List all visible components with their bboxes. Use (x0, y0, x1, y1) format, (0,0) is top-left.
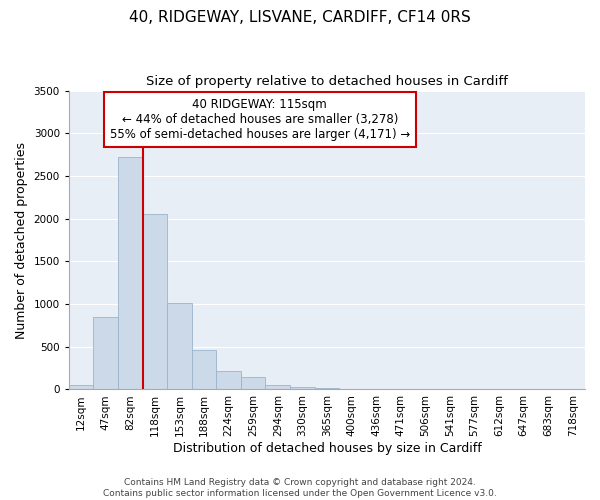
Bar (339, 388, 364, 390)
Bar (69, 385, 94, 390)
Bar (118, 157, 143, 390)
Text: Contains HM Land Registry data © Crown copyright and database right 2024.
Contai: Contains HM Land Registry data © Crown c… (103, 478, 497, 498)
Bar (265, 385, 290, 390)
Title: Size of property relative to detached houses in Cardiff: Size of property relative to detached ho… (146, 75, 508, 88)
X-axis label: Distribution of detached houses by size in Cardiff: Distribution of detached houses by size … (173, 442, 481, 455)
Bar (143, 214, 167, 390)
Bar (217, 371, 241, 390)
Y-axis label: Number of detached properties: Number of detached properties (15, 142, 28, 338)
Bar (290, 388, 314, 390)
Bar (241, 377, 265, 390)
Bar (94, 317, 118, 390)
Text: 40, RIDGEWAY, LISVANE, CARDIFF, CF14 0RS: 40, RIDGEWAY, LISVANE, CARDIFF, CF14 0RS (129, 10, 471, 25)
Bar (314, 388, 339, 390)
Bar (167, 303, 192, 390)
Text: 40 RIDGEWAY: 115sqm
← 44% of detached houses are smaller (3,278)
55% of semi-det: 40 RIDGEWAY: 115sqm ← 44% of detached ho… (110, 98, 410, 141)
Bar (192, 350, 217, 390)
